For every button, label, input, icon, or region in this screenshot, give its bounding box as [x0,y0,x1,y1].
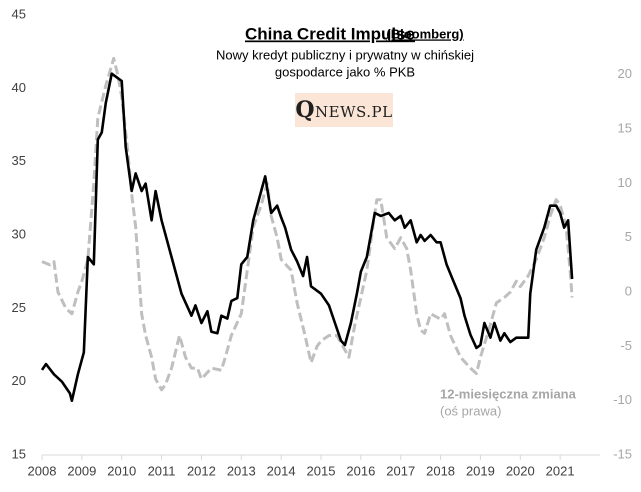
x-tick-label: 2014 [267,463,296,478]
y2-tick-label: 15 [618,121,632,136]
x-tick-label: 2020 [506,463,535,478]
x-tick-label: 2015 [307,463,336,478]
y2-tick-label: -15 [613,446,632,461]
x-tick-label: 2021 [546,463,575,478]
y-tick-label: 15 [12,446,26,461]
x-tick-label: 2008 [28,463,57,478]
y-tick-label: 20 [12,373,26,388]
y-tick-label: 25 [12,300,26,315]
x-tick-label: 2013 [227,463,256,478]
y2-tick-label: 20 [618,66,632,81]
subtitle: gospodarce jako % PKB [275,64,415,79]
y2-tick-label: 10 [618,175,632,190]
y-tick-label: 45 [12,6,26,21]
y2-tick-label: 0 [625,283,632,298]
logo: QNEWS.PL [295,93,393,127]
annotation: 12-miesięczna zmiana [440,386,577,401]
y-tick-label: 40 [12,80,26,95]
y2-tick-label: -5 [620,338,632,353]
subtitle: Nowy kredyt publiczny i prywatny w chińs… [216,47,474,62]
x-tick-label: 2009 [67,463,96,478]
x-tick-label: 2019 [466,463,495,478]
x-tick-label: 2012 [187,463,216,478]
series-line [40,72,574,403]
chart-title: China Credit Impulse [245,24,415,43]
x-tick-label: 2016 [346,463,375,478]
x-tick-label: 2017 [386,463,415,478]
y2-tick-label: 5 [625,229,632,244]
y2-tick-label: -10 [613,392,632,407]
x-tick-label: 2010 [107,463,136,478]
x-tick-label: 2018 [426,463,455,478]
annotation: (oś prawa) [440,403,501,418]
title-note: (Bloomberg) [386,26,463,41]
x-tick-label: 2011 [148,463,176,478]
y-tick-label: 30 [12,226,26,241]
y-tick-label: 35 [12,153,26,168]
